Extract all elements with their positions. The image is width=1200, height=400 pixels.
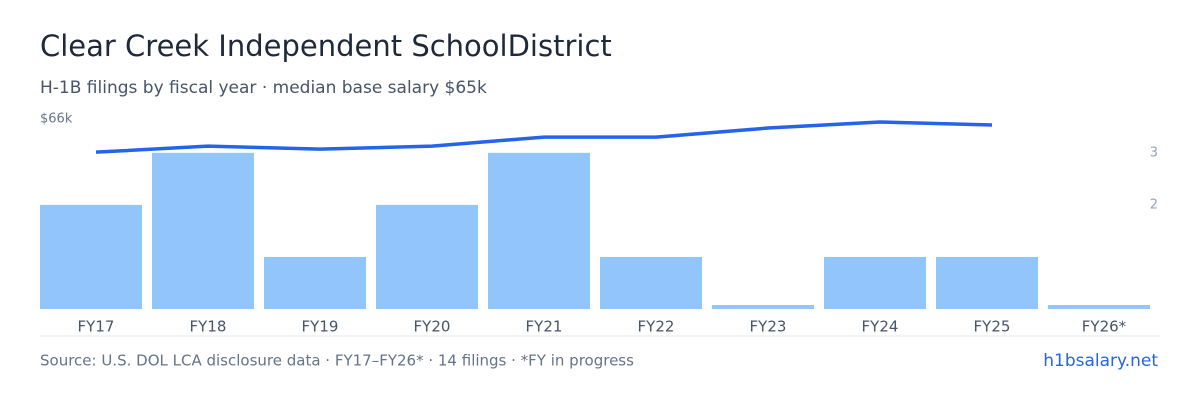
x-tick-label: FY23 (750, 318, 787, 336)
bar (376, 204, 478, 309)
y2-tick-label: 2 (1150, 197, 1158, 212)
bar (264, 256, 366, 309)
bar (1048, 305, 1150, 309)
x-tick-label: FY25 (974, 318, 1011, 336)
bar (936, 256, 1038, 309)
x-tick-label: FY18 (190, 318, 227, 336)
chart-title: Clear Creek Independent SchoolDistrict (40, 29, 612, 63)
x-tick-label: FY22 (638, 318, 675, 336)
y-tick-label: $66k (40, 112, 73, 127)
x-tick-label: FY26* (1082, 318, 1127, 336)
x-tick-label: FY21 (526, 318, 563, 336)
bar (152, 152, 254, 309)
bar (488, 152, 590, 309)
x-tick-label: FY20 (414, 318, 451, 336)
source-note: Source: U.S. DOL LCA disclosure data · F… (40, 352, 634, 370)
x-tick-label: FY24 (862, 318, 899, 336)
bar (824, 256, 926, 309)
x-tick-label: FY19 (302, 318, 339, 336)
x-tick-label: FY17 (78, 318, 115, 336)
bar (712, 305, 814, 309)
bar (40, 204, 142, 309)
y2-tick-label: 3 (1150, 145, 1158, 160)
salary-line (95, 120, 993, 154)
chart-subtitle: H-1B filings by fiscal year · median bas… (40, 78, 487, 98)
site-link[interactable]: h1bsalary.net (1043, 351, 1158, 371)
bar (600, 256, 702, 309)
